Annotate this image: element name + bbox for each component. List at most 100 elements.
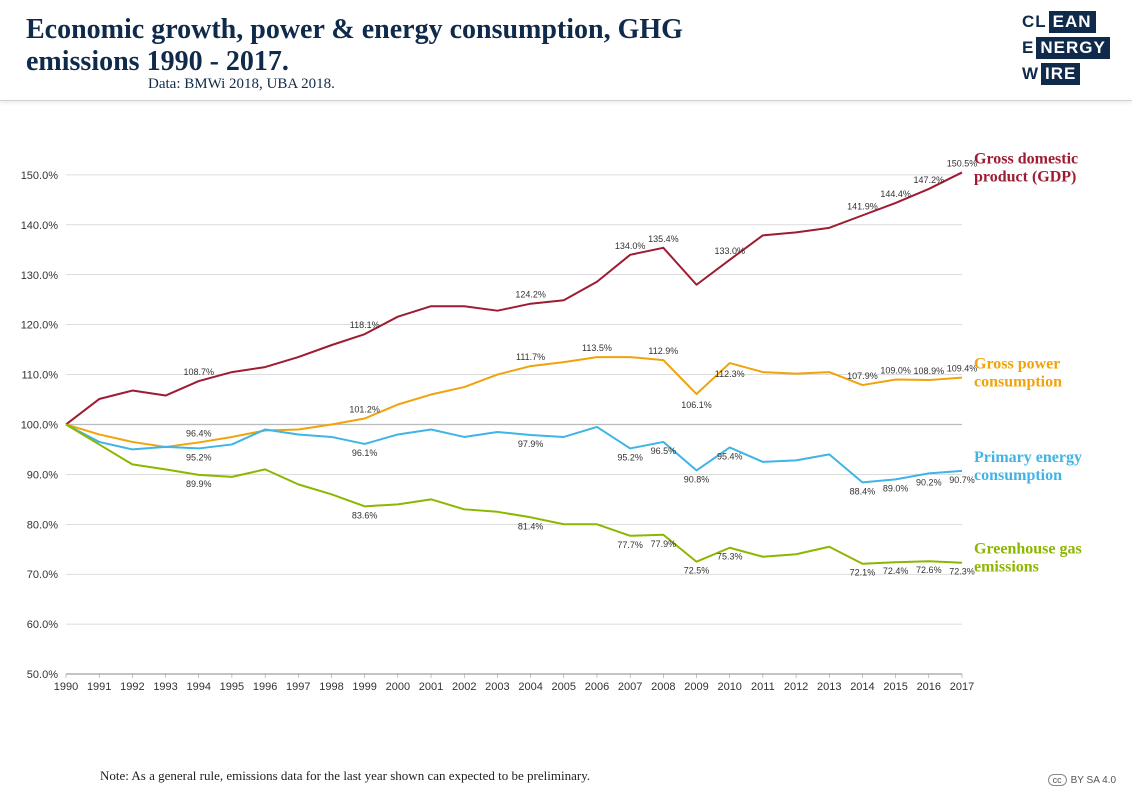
logo-text: W: [1022, 64, 1041, 84]
svg-text:2013: 2013: [817, 681, 841, 693]
svg-text:96.1%: 96.1%: [352, 448, 378, 458]
svg-text:2006: 2006: [585, 681, 609, 693]
svg-text:1997: 1997: [286, 681, 310, 693]
svg-text:144.4%: 144.4%: [880, 189, 911, 199]
svg-text:111.7%: 111.7%: [516, 352, 545, 362]
svg-text:Gross domesticproduct (GDP): Gross domesticproduct (GDP): [974, 150, 1078, 185]
svg-text:2012: 2012: [784, 681, 808, 693]
svg-text:75.3%: 75.3%: [717, 552, 743, 562]
svg-text:90.0%: 90.0%: [27, 469, 58, 481]
svg-text:95.4%: 95.4%: [717, 451, 743, 461]
svg-text:101.2%: 101.2%: [349, 404, 380, 414]
svg-text:2000: 2000: [386, 681, 410, 693]
license-badge: ccBY SA 4.0: [1048, 774, 1116, 786]
footnote: Note: As a general rule, emissions data …: [100, 768, 590, 784]
svg-text:1994: 1994: [186, 681, 210, 693]
svg-text:118.1%: 118.1%: [350, 320, 380, 330]
svg-text:89.9%: 89.9%: [186, 479, 212, 489]
svg-text:70.0%: 70.0%: [27, 569, 58, 581]
svg-text:Greenhouse gasemissions: Greenhouse gasemissions: [974, 541, 1082, 576]
header: Economic growth, power & energy consumpt…: [0, 0, 1132, 101]
svg-text:1998: 1998: [319, 681, 343, 693]
svg-text:133.0%: 133.0%: [714, 246, 745, 256]
svg-text:2005: 2005: [552, 681, 576, 693]
svg-text:1996: 1996: [253, 681, 277, 693]
svg-text:2002: 2002: [452, 681, 476, 693]
svg-text:2011: 2011: [751, 681, 775, 693]
svg-text:1999: 1999: [352, 681, 376, 693]
svg-text:95.2%: 95.2%: [186, 452, 212, 462]
svg-text:90.7%: 90.7%: [949, 475, 975, 485]
svg-text:80.0%: 80.0%: [27, 519, 58, 531]
svg-text:108.9%: 108.9%: [914, 366, 945, 376]
svg-text:1992: 1992: [120, 681, 144, 693]
svg-text:88.4%: 88.4%: [850, 486, 876, 496]
logo-text: NERGY: [1036, 37, 1109, 59]
svg-text:2008: 2008: [651, 681, 675, 693]
svg-text:120.0%: 120.0%: [21, 320, 59, 332]
svg-text:134.0%: 134.0%: [615, 241, 646, 251]
svg-text:2017: 2017: [950, 681, 974, 693]
svg-text:96.4%: 96.4%: [186, 428, 212, 438]
svg-text:1990: 1990: [54, 681, 78, 693]
svg-text:72.1%: 72.1%: [850, 568, 876, 578]
svg-text:1991: 1991: [87, 681, 111, 693]
logo-text: EAN: [1049, 11, 1096, 33]
svg-text:150.5%: 150.5%: [947, 158, 978, 168]
svg-text:2009: 2009: [684, 681, 708, 693]
svg-text:1993: 1993: [153, 681, 177, 693]
svg-text:72.4%: 72.4%: [883, 566, 909, 576]
svg-text:96.5%: 96.5%: [651, 446, 677, 456]
svg-text:130.0%: 130.0%: [21, 270, 59, 282]
svg-text:50.0%: 50.0%: [27, 669, 58, 681]
svg-text:2007: 2007: [618, 681, 642, 693]
svg-text:2003: 2003: [485, 681, 509, 693]
svg-text:2001: 2001: [419, 681, 443, 693]
svg-text:150.0%: 150.0%: [21, 170, 59, 182]
svg-text:140.0%: 140.0%: [21, 220, 59, 232]
svg-text:2010: 2010: [717, 681, 741, 693]
svg-text:110.0%: 110.0%: [22, 370, 59, 382]
svg-text:83.6%: 83.6%: [352, 510, 378, 520]
logo-text: E: [1022, 38, 1036, 58]
svg-text:81.4%: 81.4%: [518, 521, 544, 531]
svg-text:109.0%: 109.0%: [880, 366, 911, 376]
svg-text:1995: 1995: [220, 681, 244, 693]
license-text: BY SA 4.0: [1071, 775, 1116, 786]
svg-text:113.5%: 113.5%: [582, 343, 612, 353]
svg-text:107.9%: 107.9%: [847, 371, 878, 381]
svg-text:60.0%: 60.0%: [27, 619, 58, 631]
svg-text:89.0%: 89.0%: [883, 483, 909, 493]
svg-text:112.9%: 112.9%: [648, 346, 678, 356]
svg-text:72.5%: 72.5%: [684, 566, 710, 576]
logo-text: CL: [1022, 12, 1049, 32]
svg-text:72.3%: 72.3%: [949, 567, 975, 577]
brand-logo: CLEAN ENERGY WIRE: [1022, 10, 1114, 88]
svg-text:147.2%: 147.2%: [914, 175, 945, 185]
svg-text:90.8%: 90.8%: [684, 474, 710, 484]
svg-text:77.7%: 77.7%: [617, 540, 643, 550]
svg-text:95.2%: 95.2%: [617, 452, 643, 462]
svg-text:135.4%: 135.4%: [648, 234, 679, 244]
svg-text:109.4%: 109.4%: [947, 364, 978, 374]
svg-text:106.1%: 106.1%: [681, 400, 712, 410]
svg-text:141.9%: 141.9%: [847, 201, 878, 211]
line-chart: 50.0% 60.0% 70.0% 80.0% 90.0% 100.0% 110.0% 120…: [10, 120, 1122, 720]
svg-text:2014: 2014: [850, 681, 874, 693]
svg-text:108.7%: 108.7%: [183, 367, 214, 377]
svg-text:90.2%: 90.2%: [916, 477, 942, 487]
page-title: Economic growth, power & energy consumpt…: [26, 14, 786, 78]
svg-text:100.0%: 100.0%: [21, 419, 59, 431]
svg-text:2016: 2016: [917, 681, 941, 693]
svg-text:2015: 2015: [883, 681, 907, 693]
svg-text:72.6%: 72.6%: [916, 565, 942, 575]
page-subtitle: Data: BMWi 2018, UBA 2018.: [148, 76, 335, 93]
svg-text:Primary energyconsumption: Primary energyconsumption: [974, 449, 1082, 484]
svg-text:2004: 2004: [518, 681, 542, 693]
logo-text: IRE: [1041, 63, 1080, 85]
svg-text:77.9%: 77.9%: [651, 539, 677, 549]
svg-text:124.2%: 124.2%: [515, 290, 546, 300]
svg-text:112.3%: 112.3%: [715, 369, 745, 379]
svg-text:97.9%: 97.9%: [518, 439, 544, 449]
svg-text:Gross powerconsumption: Gross powerconsumption: [974, 356, 1062, 391]
